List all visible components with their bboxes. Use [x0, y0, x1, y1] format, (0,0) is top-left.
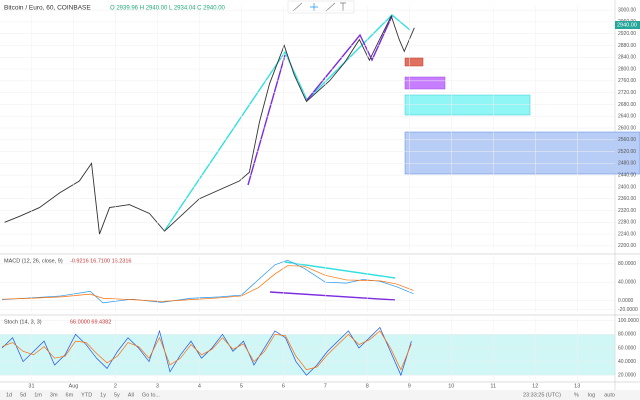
last-price-label: 2940.00	[617, 22, 637, 28]
x-tick-label: 8	[366, 383, 369, 389]
x-tick-label: 11	[490, 383, 496, 389]
stoch-band	[0, 334, 615, 376]
pane-readout: 66.0000 69.4382	[70, 319, 111, 325]
purple-trendline	[306, 15, 393, 101]
range-button[interactable]: 5y	[114, 392, 120, 398]
ray-tool[interactable]	[325, 2, 336, 12]
y-tick-label: 80.0000	[618, 261, 636, 267]
y-tick-label: 2920.00	[618, 31, 636, 37]
scale-option[interactable]: log	[588, 392, 595, 398]
y-tick-label: 2480.00	[618, 161, 636, 167]
range-button[interactable]: 1m	[34, 392, 42, 398]
symbol-title: Bitcoin / Euro, 60, COINBASE	[4, 5, 91, 12]
pane-title: Stoch (14, 3, 3)	[4, 319, 42, 325]
y-tick-label: 60.0000	[618, 345, 636, 351]
y-tick-label: 2680.00	[618, 102, 636, 108]
range-button[interactable]: YTD	[81, 392, 92, 398]
y-tick-label: 2520.00	[618, 149, 636, 155]
macd-purple-line	[269, 291, 396, 301]
x-tick-label: 9	[408, 383, 411, 389]
y-tick-label: 100.0000	[618, 318, 639, 324]
ohlc-readout: O 2939.96 H 2940.00 L 2934.04 C 2940.00	[110, 6, 226, 12]
timebar-buttons: 1d 5d 1m 3m 6m YTD 1y 5y All Go to... 23:33:25 (UT…	[6, 392, 615, 398]
target-box	[404, 57, 424, 67]
range-button[interactable]: All	[128, 392, 134, 398]
target-box	[404, 76, 446, 90]
y-tick-label: 2200.00	[618, 243, 636, 249]
x-tick-label: 4	[198, 383, 201, 389]
timebar	[0, 390, 640, 400]
y-tick-label: 2440.00	[618, 172, 636, 178]
drawing-toolbar	[287, 0, 355, 14]
series-line	[1, 330, 412, 371]
y-tick-label: 80.0000	[618, 332, 636, 338]
text-tool[interactable]	[340, 2, 346, 11]
y-tick-label: 2640.00	[618, 114, 636, 120]
drawings	[164, 14, 640, 301]
x-tick-label: 31	[28, 383, 34, 389]
y-tick-label: 40.0000	[618, 280, 636, 286]
plots: 3000.002960.002920.002880.002840.002800.…	[0, 6, 639, 389]
series-line	[1, 326, 412, 377]
y-tick-label: 2320.00	[618, 208, 636, 214]
y-tick-label: 20.0000	[618, 373, 636, 379]
x-tick-label: 6	[282, 383, 285, 389]
y-tick-label: 2760.00	[618, 78, 636, 84]
y-tick-label: 2400.00	[618, 184, 636, 190]
crosshair-tool[interactable]	[310, 3, 318, 11]
x-tick-label: 7	[324, 383, 327, 389]
x-tick-label: 10	[448, 383, 454, 389]
x-tick-label: 12	[532, 383, 538, 389]
y-tick-label: 40.0000	[618, 359, 636, 365]
range-button[interactable]: 1d	[6, 392, 12, 398]
y-tick-label: 2880.00	[618, 43, 636, 49]
target-box	[404, 131, 640, 175]
range-button[interactable]: Go to...	[142, 392, 161, 398]
y-tick-label: 2840.00	[618, 55, 636, 61]
y-tick-label: 2800.00	[618, 66, 636, 72]
pane-readout: -0.9216 16.7100 16.2316	[70, 258, 131, 264]
x-tick-label: 5	[240, 383, 243, 389]
y-tick-label: 0.0000	[618, 298, 634, 304]
y-tick-label: 2600.00	[618, 125, 636, 131]
x-tick-label: 13	[574, 383, 580, 389]
range-button[interactable]: 1y	[100, 392, 106, 398]
scale-option[interactable]: %	[574, 392, 579, 398]
target-box	[404, 94, 531, 116]
range-button[interactable]: 5d	[20, 392, 26, 398]
series-line	[4, 14, 415, 235]
last-price-tag	[615, 21, 640, 29]
y-tick-label: 2280.00	[618, 220, 636, 226]
macd-cyan-line	[284, 261, 396, 279]
trendline-tool[interactable]	[292, 2, 303, 12]
x-tick-label: Aug	[69, 383, 79, 389]
x-tick-label: 2	[114, 383, 117, 389]
y-tick-label: 3000.00	[618, 7, 636, 13]
y-tick-label: 2360.00	[618, 196, 636, 202]
range-button[interactable]: 3m	[50, 392, 58, 398]
scale-option[interactable]: auto	[604, 392, 615, 398]
y-tick-label: 2240.00	[618, 231, 636, 237]
x-tick-label: 3	[156, 383, 159, 389]
y-tick-label: -20.0000	[618, 307, 638, 313]
y-tick-label: 2720.00	[618, 90, 636, 96]
series-line	[2, 265, 414, 302]
range-button[interactable]: 6m	[66, 392, 74, 398]
pane-title: MACD (12, 26, close, 9)	[4, 258, 63, 264]
y-tick-label: 2560.00	[618, 137, 636, 143]
clock: 23:33:25 (UTC)	[523, 392, 561, 398]
